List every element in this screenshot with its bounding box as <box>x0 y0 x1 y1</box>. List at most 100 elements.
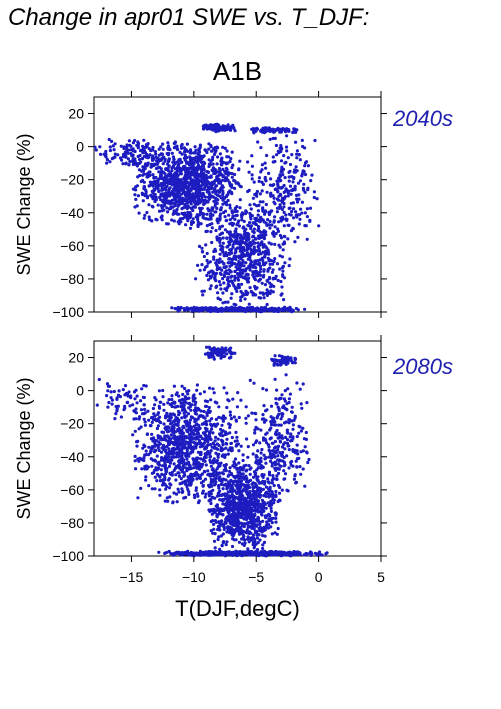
data-point <box>233 502 237 506</box>
data-point <box>244 261 248 265</box>
data-point <box>264 261 268 265</box>
data-point <box>289 229 294 233</box>
data-point <box>254 266 258 270</box>
data-point <box>136 154 140 159</box>
data-point <box>259 456 263 460</box>
data-point <box>238 465 243 470</box>
data-point <box>174 392 178 397</box>
data-point <box>165 152 169 156</box>
data-point <box>212 391 216 395</box>
data-point <box>218 214 222 218</box>
data-point <box>143 411 147 415</box>
data-point <box>226 123 230 127</box>
data-point <box>237 540 241 544</box>
data-point <box>294 210 298 214</box>
data-point <box>245 238 249 243</box>
data-point <box>168 495 172 499</box>
data-point <box>250 519 254 523</box>
data-point <box>203 459 207 463</box>
data-point <box>258 217 262 221</box>
data-point <box>265 520 269 524</box>
data-point <box>215 206 219 210</box>
data-point <box>182 460 186 464</box>
data-point <box>165 444 169 449</box>
data-point <box>179 172 183 176</box>
data-point <box>184 223 188 227</box>
data-point <box>272 220 276 224</box>
y-axis-label: SWE Change (%) <box>14 133 34 275</box>
data-point <box>217 476 221 481</box>
data-point <box>251 265 255 269</box>
data-point <box>183 473 187 477</box>
data-point <box>267 470 272 474</box>
data-point <box>268 137 272 141</box>
data-point <box>184 436 188 440</box>
data-point <box>271 155 275 159</box>
data-point <box>246 525 250 529</box>
data-point <box>275 210 279 214</box>
data-point <box>221 236 225 240</box>
data-point <box>163 499 167 503</box>
data-point <box>222 281 226 285</box>
data-point <box>193 175 197 179</box>
data-point <box>267 481 271 485</box>
data-point <box>245 272 249 276</box>
data-point <box>191 448 195 452</box>
data-point <box>248 485 252 490</box>
data-point <box>209 123 213 127</box>
data-point <box>240 252 244 256</box>
data-point <box>228 410 232 414</box>
data-point <box>212 308 216 312</box>
data-point <box>183 398 187 402</box>
data-point <box>276 526 280 531</box>
data-point <box>236 232 240 237</box>
data-point <box>231 223 235 227</box>
data-point <box>201 415 205 419</box>
data-point <box>173 306 177 311</box>
data-point <box>281 264 285 268</box>
data-point <box>195 407 200 412</box>
data-point <box>249 307 253 311</box>
data-point <box>178 218 182 222</box>
data-point <box>208 458 212 462</box>
data-point <box>179 404 183 409</box>
data-point <box>209 529 213 533</box>
data-point <box>245 505 249 509</box>
scenario-subtitle: A1B <box>212 56 263 86</box>
data-point <box>219 206 223 210</box>
data-point <box>185 198 189 202</box>
data-point <box>209 284 213 288</box>
data-point <box>186 430 190 434</box>
data-point <box>235 306 240 310</box>
data-point <box>157 404 161 408</box>
data-point <box>272 284 276 288</box>
data-point <box>129 151 133 156</box>
data-point <box>205 224 209 228</box>
data-point <box>207 164 211 169</box>
data-point <box>155 426 159 431</box>
data-point <box>213 400 217 404</box>
data-point <box>141 395 145 399</box>
data-point <box>189 429 193 433</box>
data-point <box>181 444 185 448</box>
data-point <box>142 184 146 189</box>
data-point <box>264 494 268 498</box>
data-point <box>266 248 270 252</box>
data-point <box>154 162 158 166</box>
data-point <box>271 194 275 198</box>
data-point <box>222 483 226 487</box>
data-point <box>202 409 206 414</box>
data-point <box>257 176 262 180</box>
data-point <box>281 248 285 252</box>
data-point <box>221 167 225 171</box>
data-point <box>190 445 194 449</box>
data-point <box>221 291 225 295</box>
data-point <box>274 187 278 191</box>
data-point <box>271 276 276 280</box>
data-point <box>178 437 182 441</box>
data-point <box>266 267 270 272</box>
data-point <box>193 460 197 464</box>
data-point <box>217 493 222 498</box>
data-point <box>300 211 304 215</box>
data-point <box>213 443 217 447</box>
